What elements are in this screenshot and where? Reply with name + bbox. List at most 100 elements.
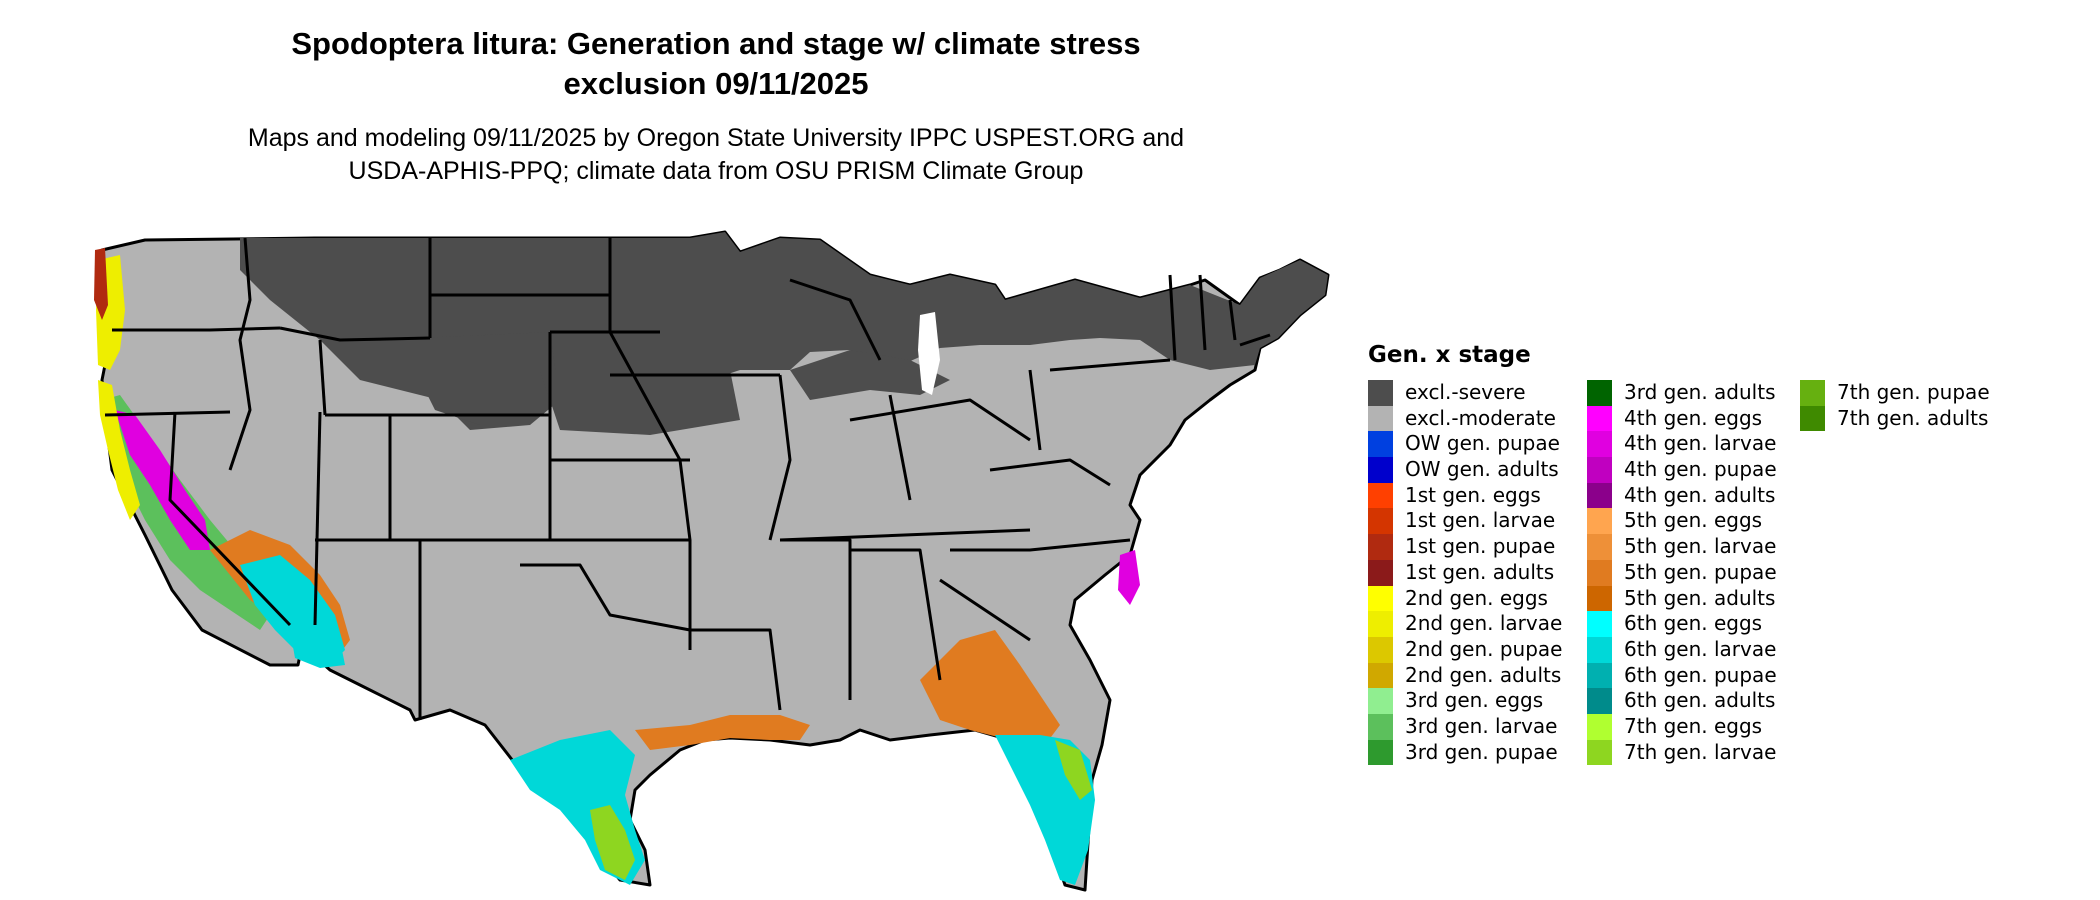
legend-swatch <box>1587 713 1612 740</box>
legend-swatch <box>1587 636 1612 663</box>
arizona-gen6 <box>290 620 345 668</box>
legend-swatch <box>1368 739 1393 766</box>
legend-label: 3rd gen. adults <box>1624 380 1776 404</box>
nv-ut-line <box>313 411 322 626</box>
ok-tx-line <box>520 563 691 632</box>
map-subtitle-line-2: USDA-APHIS-PPQ; climate data from OSU PR… <box>348 157 1084 185</box>
mo-east-line <box>768 374 792 541</box>
pa-ny-line <box>1049 358 1171 372</box>
legend-swatch <box>1800 405 1825 432</box>
legend-swatch <box>1800 380 1825 406</box>
legend-label: 5th gen. pupae <box>1624 559 1777 584</box>
severe-exclusion-regions <box>240 232 1328 435</box>
us-map <box>94 230 1330 892</box>
legend-swatch <box>1368 559 1393 586</box>
map-title-line-2: exclusion 09/11/2025 <box>563 66 869 101</box>
legend-label: 7th gen. eggs <box>1624 713 1763 738</box>
legend-swatch <box>1587 508 1612 535</box>
legend-swatch <box>1368 585 1393 612</box>
mt-south-line <box>279 326 431 342</box>
state-boundaries <box>104 237 1271 720</box>
or-ca-line <box>104 410 231 417</box>
legend-swatch <box>1587 559 1612 586</box>
texas-tip-gen7 <box>590 805 635 880</box>
map-subtitle-line-1: Maps and modeling 09/11/2025 by Oregon S… <box>247 124 1185 152</box>
map-subtitle: Maps and modeling 09/11/2025 by Oregon S… <box>0 122 1432 188</box>
wa-or-line <box>112 326 281 332</box>
legend-swatch <box>1368 405 1393 432</box>
legend-label: 1st gen. adults <box>1405 559 1555 584</box>
legend-label: 2nd gen. eggs <box>1405 585 1548 610</box>
legend-swatch <box>1368 482 1393 509</box>
new-england-lines <box>1168 274 1271 361</box>
plains-east-line <box>608 238 692 650</box>
legend-label: excl.-severe <box>1405 380 1526 404</box>
legend-swatch <box>1587 405 1612 432</box>
in-oh-line <box>888 394 912 501</box>
legend-swatch <box>1368 688 1393 714</box>
map-title-line-1: Spodoptera litura: Generation and stage … <box>291 26 1141 61</box>
legend-swatch <box>1587 457 1612 483</box>
oh-pa-line <box>1028 369 1042 451</box>
legend-swatch <box>1368 431 1393 458</box>
legend-label: 3rd gen. larvae <box>1405 713 1558 738</box>
map-title: Spodoptera litura: Generation and stage … <box>0 24 1432 104</box>
legend-label: OW gen. pupae <box>1405 431 1560 456</box>
legend-swatch <box>1368 662 1393 689</box>
legend-label: 5th gen. larvae <box>1624 534 1777 559</box>
legend-label: excl.-moderate <box>1405 405 1556 430</box>
legend-label: 2nd gen. adults <box>1405 662 1562 687</box>
legend-swatch <box>1587 662 1612 689</box>
legend-label: 1st gen. eggs <box>1405 482 1541 507</box>
legend-label: 4th gen. eggs <box>1624 405 1763 430</box>
id-wy-line <box>318 339 327 416</box>
legend-swatch <box>1368 457 1393 483</box>
legend-label: 6th gen. pupae <box>1624 662 1777 687</box>
legend-label: 2nd gen. pupae <box>1405 636 1563 661</box>
legend-label: 4th gen. larvae <box>1624 431 1777 456</box>
southeast-gen5 <box>920 630 1060 745</box>
legend-label: 6th gen. eggs <box>1624 611 1763 636</box>
legend-swatch <box>1587 739 1612 766</box>
legend-swatch <box>1368 508 1393 535</box>
pacific-coast-gen1 <box>94 248 108 320</box>
legend-swatch <box>1587 482 1612 509</box>
severe-plains-region <box>540 370 740 435</box>
nc-sc-line <box>950 538 1131 552</box>
ky-tn-line <box>779 528 1031 542</box>
legend-swatch <box>1368 534 1393 560</box>
legend-label: 6th gen. larvae <box>1624 636 1777 661</box>
legend-swatch <box>1587 611 1612 637</box>
legend-swatch <box>1368 713 1393 740</box>
sc-ga-line <box>939 578 1031 642</box>
wi-mi-line <box>789 278 882 361</box>
legend-swatch <box>1587 534 1612 560</box>
legend-label: 1st gen. pupae <box>1405 534 1556 559</box>
severe-lakes-region <box>790 350 950 400</box>
al-ga-line <box>850 548 942 681</box>
legend-label: OW gen. adults <box>1405 457 1559 482</box>
florida-gen7 <box>1055 740 1092 800</box>
legend-label: 4th gen. pupae <box>1624 457 1777 482</box>
legend-label: 2nd gen. larvae <box>1405 611 1563 636</box>
legend-label: 3rd gen. pupae <box>1405 739 1558 764</box>
oh-river-line <box>849 398 1031 442</box>
legend-label: 4th gen. adults <box>1624 482 1776 507</box>
id-west-line <box>228 237 252 471</box>
legend-label: 1st gen. larvae <box>1405 508 1556 533</box>
legend-swatch <box>1587 585 1612 612</box>
outer-banks-gen4 <box>1118 550 1140 605</box>
legend-label: 5th gen. adults <box>1624 585 1776 610</box>
legend-swatch <box>1587 380 1612 406</box>
severe-colorado-region <box>420 332 560 425</box>
legend-label: 7th gen. pupae <box>1837 380 1990 404</box>
legend-label: 7th gen. adults <box>1837 405 1989 430</box>
ca-nv-line <box>168 411 292 627</box>
va-line <box>989 458 1111 487</box>
legend-label: 3rd gen. eggs <box>1405 688 1544 713</box>
legend-label: 6th gen. adults <box>1624 688 1776 713</box>
legend-swatch <box>1368 636 1393 663</box>
legend-swatch <box>1587 431 1612 458</box>
legend-swatch <box>1368 380 1393 406</box>
legend-title: Gen. x stage <box>1368 342 1531 368</box>
